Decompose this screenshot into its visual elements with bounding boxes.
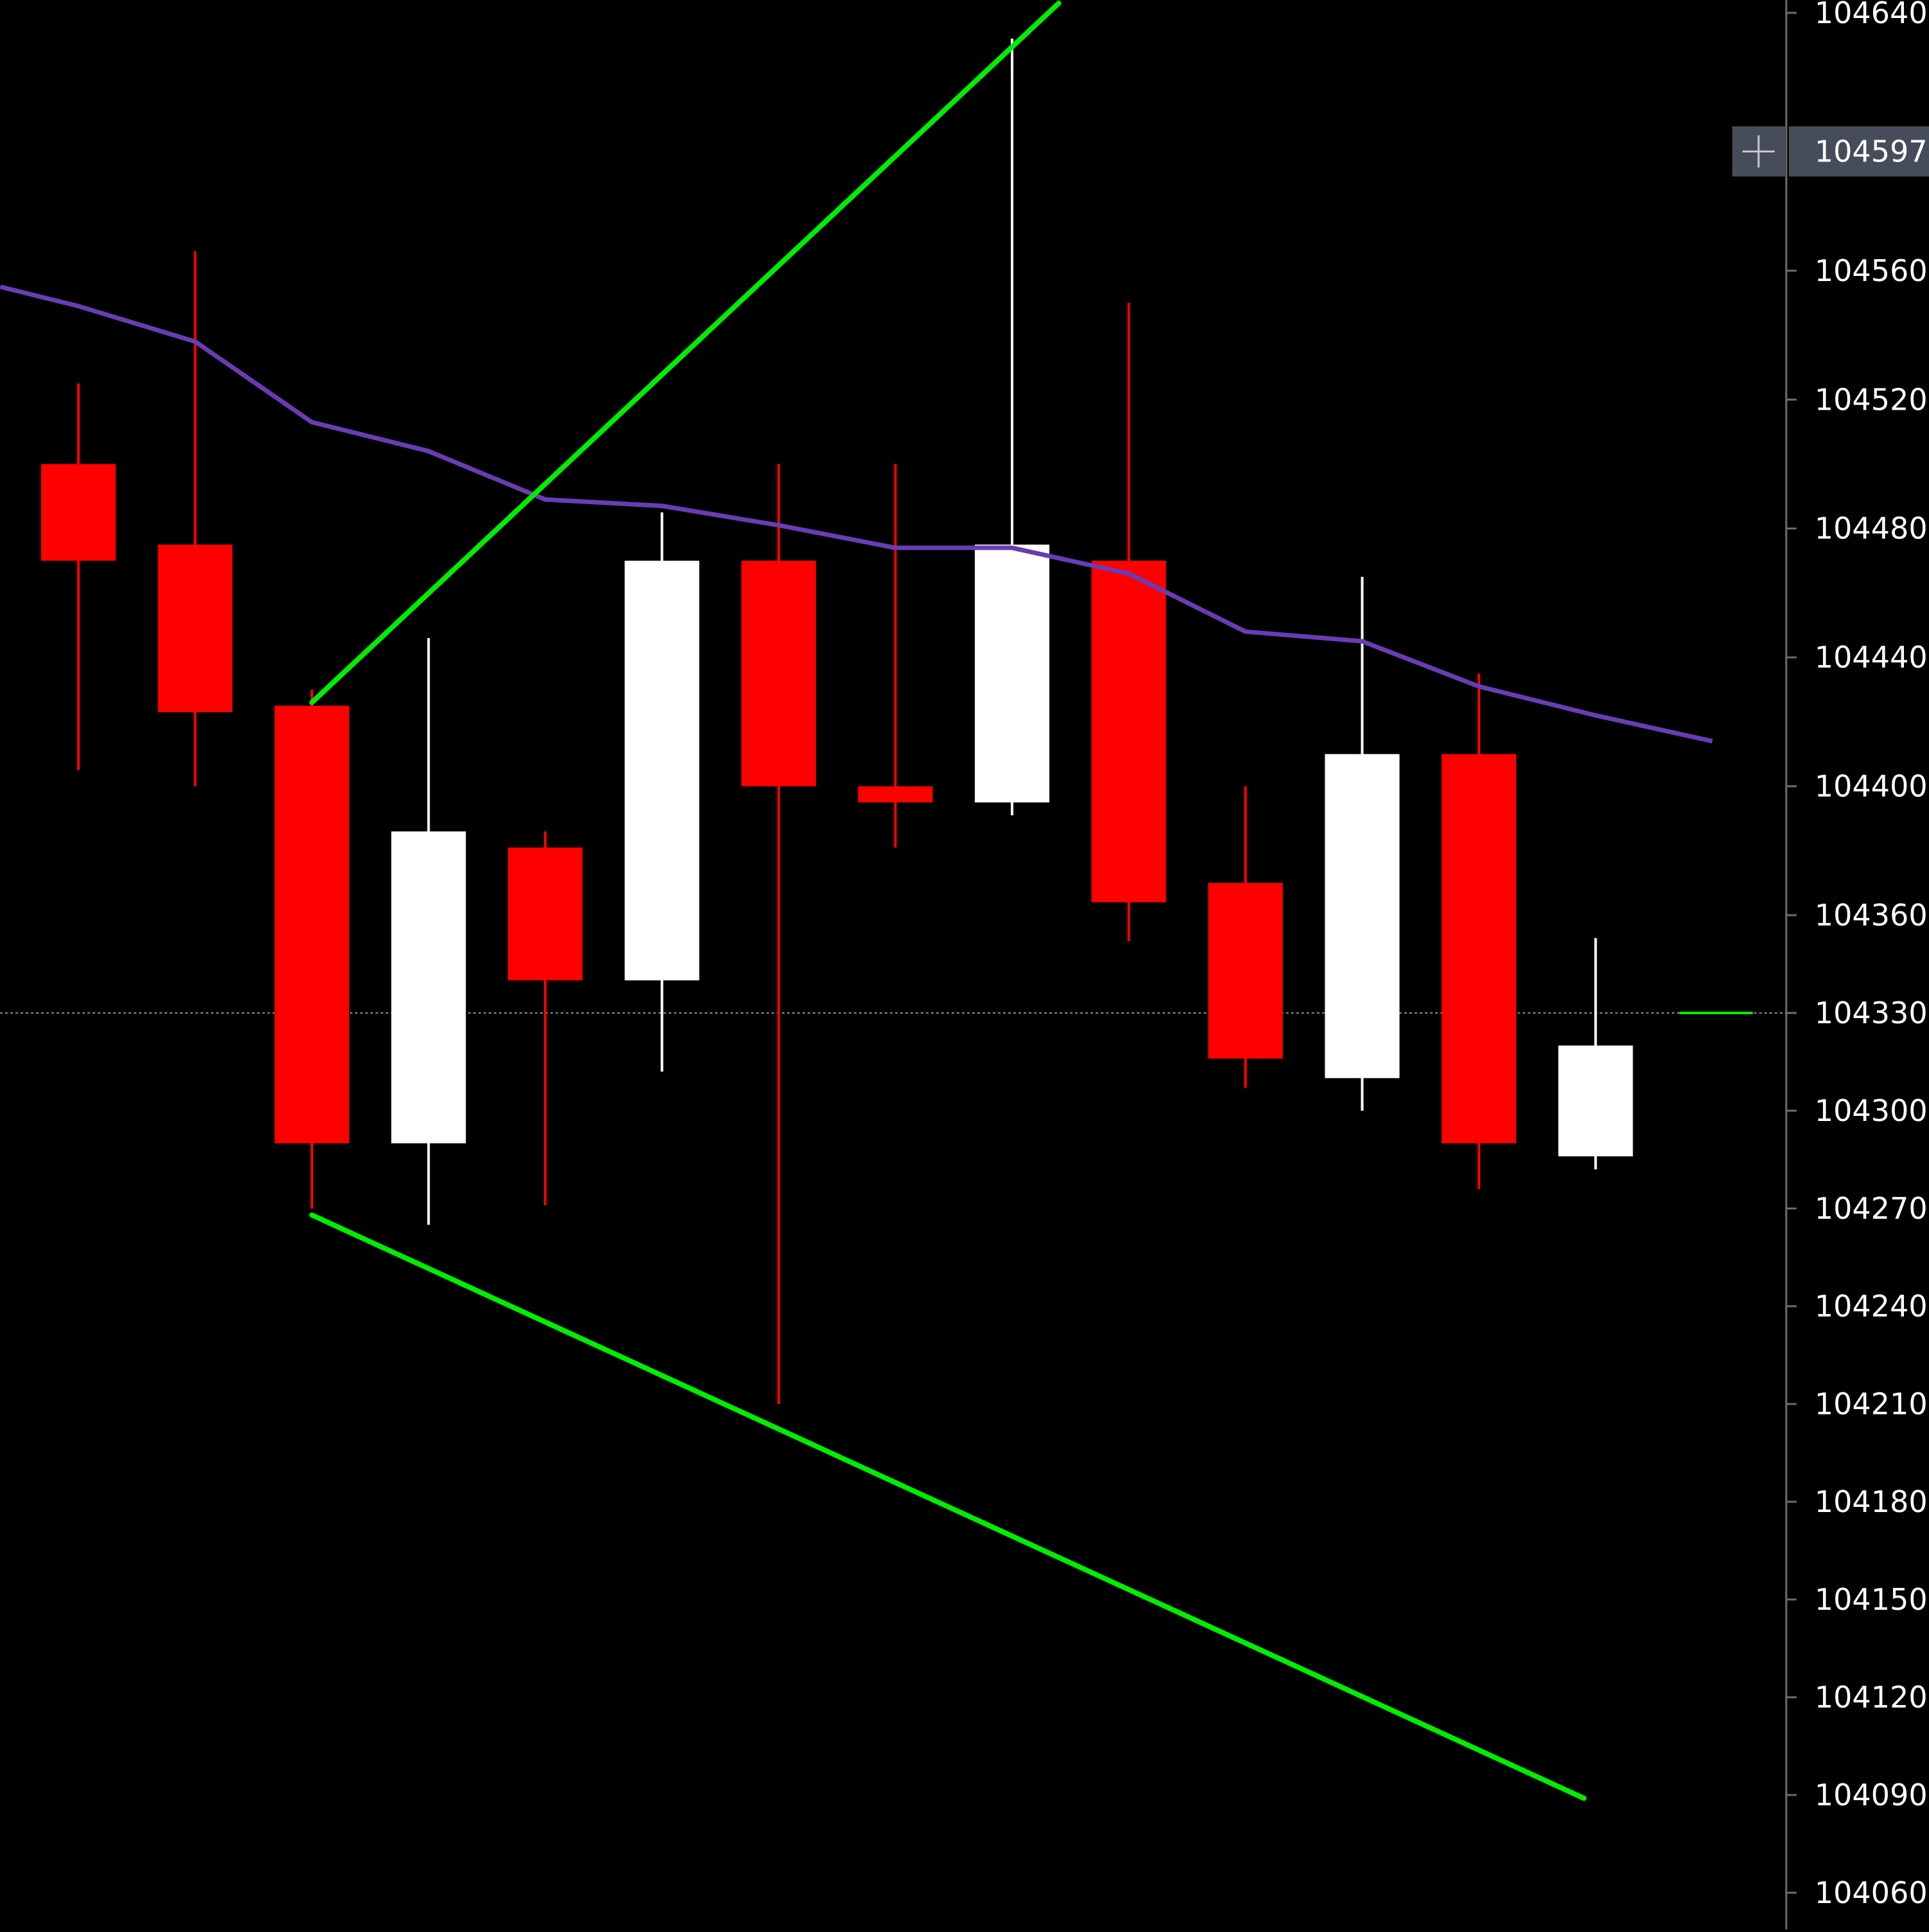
price-tick-label: 104440. [1815,640,1929,675]
price-tick-label: 104520. [1815,382,1929,417]
candle-body-bull[interactable] [391,831,466,1144]
candle[interactable] [508,831,583,1205]
price-tick-label: 104640. [1815,0,1929,30]
candle-body-bull[interactable] [624,560,700,981]
candle-body-bear[interactable] [508,847,583,981]
price-axis[interactable]: 104640. 104560. 104520. 104480. 104440. 10440… [1732,0,1929,1929]
price-tick-label: 104150. [1815,1582,1929,1617]
candle[interactable] [975,39,1049,816]
candle[interactable] [624,512,700,1072]
candle[interactable] [1091,302,1166,942]
candle-body-bear[interactable] [1091,560,1166,902]
candle[interactable] [275,689,349,1208]
candle[interactable] [1208,786,1283,1088]
candle[interactable] [1442,673,1516,1189]
crosshair-price-label: 104597. [1815,134,1929,169]
crosshair-add-button[interactable] [1732,126,1785,177]
plot-area[interactable] [0,0,1786,1801]
price-tick-label: 104270. [1815,1191,1929,1226]
candle-body-bear[interactable] [158,544,233,713]
candle[interactable] [158,251,233,787]
candle-body-bull[interactable] [1558,1045,1633,1156]
candle-body-bull[interactable] [975,544,1049,803]
moving-average-line[interactable] [0,284,1713,743]
trendline[interactable] [309,1212,1587,1801]
price-tick-label: 104360. [1815,898,1929,933]
price-tick-label: 104240. [1815,1289,1929,1324]
candle-body-bear[interactable] [741,560,816,787]
candle[interactable] [741,464,816,1405]
candle-body-bear[interactable] [1442,754,1516,1144]
price-tick-label: 104090. [1815,1778,1929,1812]
candle-body-bear[interactable] [275,706,349,1144]
price-tick-label: 104180. [1815,1484,1929,1519]
candle[interactable] [1325,576,1400,1111]
price-tick-label: 104400. [1815,769,1929,804]
candle[interactable] [1558,938,1633,1170]
candle[interactable] [391,638,466,1225]
price-tick-label: 104480. [1815,511,1929,546]
candle[interactable] [41,383,116,770]
candle-body-bear[interactable] [41,464,116,561]
candle-body-bear[interactable] [858,786,933,803]
trendline[interactable] [309,0,1062,706]
price-tick-label: 104120. [1815,1680,1929,1715]
price-tick-label: 104060. [1815,1875,1929,1910]
candle-body-bear[interactable] [1208,882,1283,1059]
price-tick-label: 104210. [1815,1387,1929,1421]
price-tick-label: 104300. [1815,1093,1929,1128]
candle[interactable] [858,464,933,848]
candle-body-bull[interactable] [1325,754,1400,1079]
price-tick-label: 104560. [1815,253,1929,288]
price-tick-label: 104330. [1815,996,1929,1030]
crosshair-price-label-bg [1789,126,1929,177]
